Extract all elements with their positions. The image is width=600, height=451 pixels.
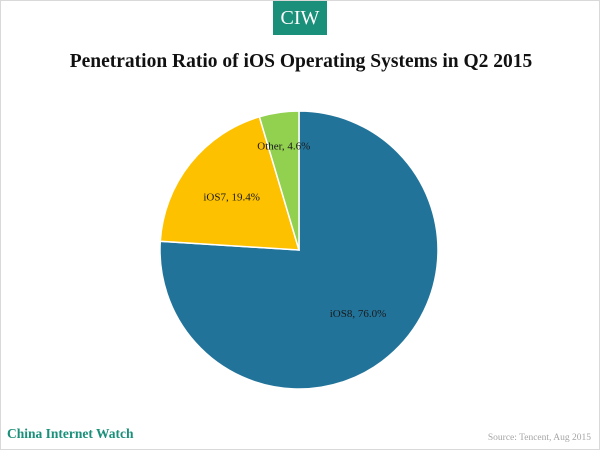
chart-title: Penetration Ratio of iOS Operating Syste… [69,51,533,72]
pie-slice-ios8 [159,110,439,390]
pie-label-other: Other, 4.6% [257,141,310,153]
pie-slice-ios7 [159,115,301,251]
pie-label-ios7: iOS7, 19.4% [203,191,260,203]
source-note: Source: Tencent, Aug 2015 [487,433,591,443]
pie-slice-other [258,110,300,251]
ciw-logo-badge: CIW [273,1,327,35]
pie-label-ios8: iOS8, 76.0% [330,308,387,320]
footer-brand: China Internet Watch [7,426,134,441]
